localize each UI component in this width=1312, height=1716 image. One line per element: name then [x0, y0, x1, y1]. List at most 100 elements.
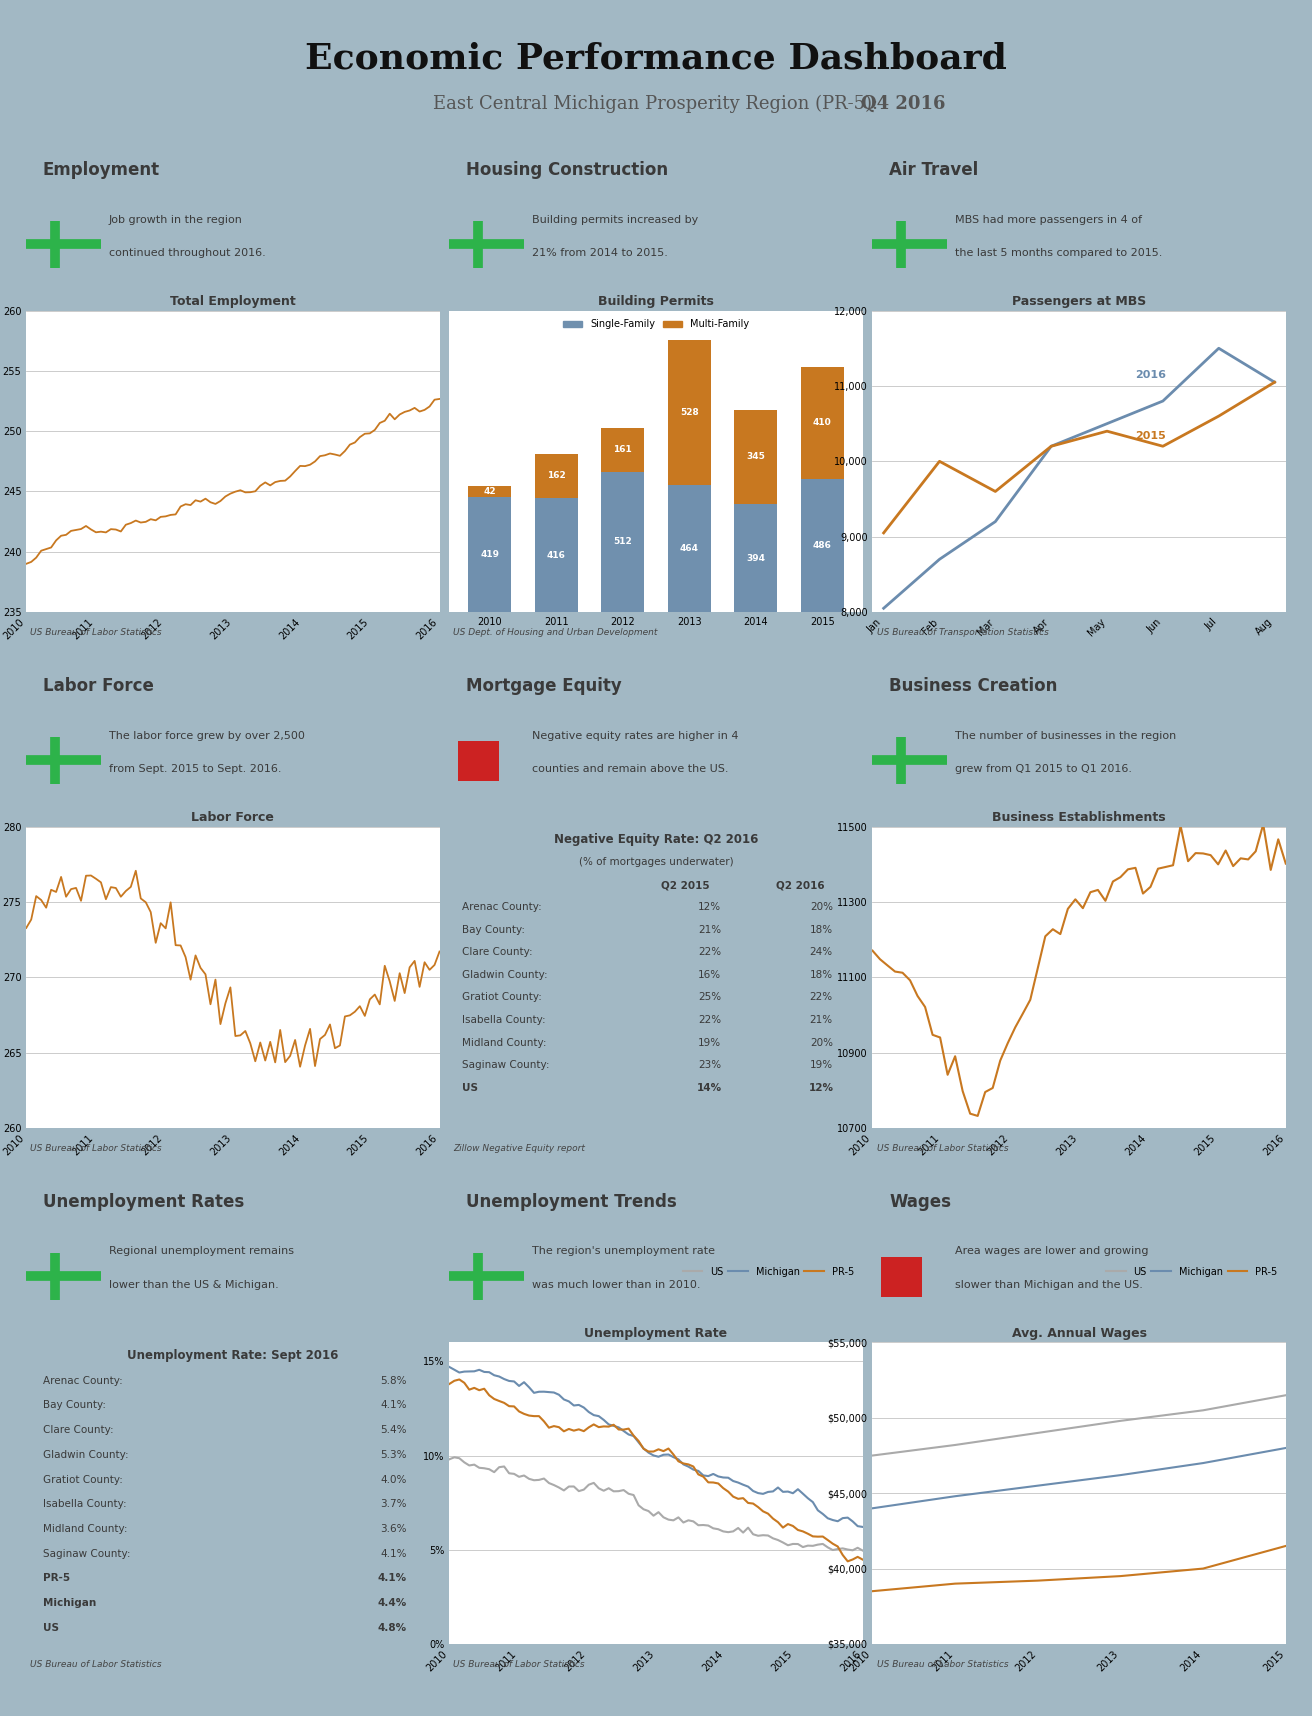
- Bar: [468, 486, 512, 498]
- Title: Avg. Annual Wages: Avg. Annual Wages: [1012, 1326, 1147, 1340]
- Text: Air Travel: Air Travel: [890, 161, 979, 178]
- Text: US Bureau of Labor Statistics: US Bureau of Labor Statistics: [30, 1145, 161, 1153]
- Text: Negative equity rates are higher in 4: Negative equity rates are higher in 4: [533, 731, 739, 741]
- Text: 22%: 22%: [698, 1014, 722, 1024]
- Text: US Bureau of Labor Statistics: US Bureau of Labor Statistics: [454, 1659, 585, 1670]
- Text: the last 5 months compared to 2015.: the last 5 months compared to 2015.: [955, 249, 1162, 257]
- Text: Unemployment Trends: Unemployment Trends: [466, 1193, 677, 1211]
- Text: East Central Michigan Prosperity Region (PR-5):: East Central Michigan Prosperity Region …: [433, 94, 879, 113]
- Bar: [668, 486, 711, 613]
- FancyBboxPatch shape: [880, 1258, 922, 1297]
- Text: 12%: 12%: [698, 903, 722, 911]
- Text: 22%: 22%: [810, 992, 833, 1002]
- Text: 22%: 22%: [698, 947, 722, 958]
- Text: Business Creation: Business Creation: [890, 678, 1057, 695]
- Text: Unemployment Rate: Sept 2016: Unemployment Rate: Sept 2016: [127, 1349, 338, 1361]
- Text: (% of mortgages underwater): (% of mortgages underwater): [579, 856, 733, 867]
- Text: 14%: 14%: [697, 1083, 723, 1093]
- Text: Clare County:: Clare County:: [462, 947, 533, 958]
- Text: Building permits increased by: Building permits increased by: [533, 214, 698, 225]
- Text: Isabella County:: Isabella County:: [462, 1014, 546, 1024]
- Legend: US, Michigan, PR-5: US, Michigan, PR-5: [1102, 1263, 1281, 1280]
- Bar: [735, 410, 777, 505]
- Title: Business Establishments: Business Establishments: [992, 812, 1166, 824]
- Text: Area wages are lower and growing: Area wages are lower and growing: [955, 1246, 1148, 1256]
- Text: 42: 42: [483, 487, 496, 496]
- Bar: [601, 427, 644, 472]
- Text: Gratiot County:: Gratiot County:: [462, 992, 542, 1002]
- Text: 4.1%: 4.1%: [378, 1574, 407, 1584]
- Text: 19%: 19%: [698, 1038, 722, 1047]
- Text: 18%: 18%: [810, 925, 833, 935]
- Text: 21%: 21%: [810, 1014, 833, 1024]
- Text: Clare County:: Clare County:: [43, 1424, 113, 1435]
- Text: 4.0%: 4.0%: [380, 1474, 407, 1484]
- Text: counties and remain above the US.: counties and remain above the US.: [533, 764, 728, 774]
- Text: The labor force grew by over 2,500: The labor force grew by over 2,500: [109, 731, 304, 741]
- Text: Zillow Negative Equity report: Zillow Negative Equity report: [454, 1145, 585, 1153]
- Text: 21% from 2014 to 2015.: 21% from 2014 to 2015.: [533, 249, 668, 257]
- Bar: [800, 479, 844, 613]
- Text: 4.8%: 4.8%: [378, 1623, 407, 1634]
- Text: 18%: 18%: [810, 970, 833, 980]
- Title: Building Permits: Building Permits: [598, 295, 714, 309]
- Text: 5.3%: 5.3%: [380, 1450, 407, 1460]
- Text: 3.6%: 3.6%: [380, 1524, 407, 1534]
- Title: Unemployment Rate: Unemployment Rate: [584, 1326, 728, 1340]
- Bar: [535, 498, 577, 613]
- Text: US: US: [462, 1083, 478, 1093]
- Text: 25%: 25%: [698, 992, 722, 1002]
- Text: 12%: 12%: [808, 1083, 834, 1093]
- Bar: [535, 453, 577, 498]
- Text: The region's unemployment rate: The region's unemployment rate: [533, 1246, 715, 1256]
- Text: US Dept. of Housing and Urban Development: US Dept. of Housing and Urban Developmen…: [454, 628, 657, 637]
- Text: Negative Equity Rate: Q2 2016: Negative Equity Rate: Q2 2016: [554, 832, 758, 846]
- Text: slower than Michigan and the US.: slower than Michigan and the US.: [955, 1280, 1143, 1290]
- Text: The number of businesses in the region: The number of businesses in the region: [955, 731, 1177, 741]
- Text: 3.7%: 3.7%: [380, 1500, 407, 1510]
- Text: Job growth in the region: Job growth in the region: [109, 214, 243, 225]
- Text: 21%: 21%: [698, 925, 722, 935]
- Text: 416: 416: [547, 551, 565, 559]
- Text: 419: 419: [480, 551, 500, 559]
- Text: 23%: 23%: [698, 1060, 722, 1071]
- Bar: [668, 340, 711, 486]
- Text: 486: 486: [813, 541, 832, 549]
- Text: 19%: 19%: [810, 1060, 833, 1071]
- Text: 5.4%: 5.4%: [380, 1424, 407, 1435]
- Text: Employment: Employment: [43, 161, 160, 178]
- Text: Michigan: Michigan: [43, 1598, 96, 1608]
- Text: Q2 2015: Q2 2015: [661, 880, 710, 891]
- Text: grew from Q1 2015 to Q1 2016.: grew from Q1 2015 to Q1 2016.: [955, 764, 1132, 774]
- Text: Saginaw County:: Saginaw County:: [462, 1060, 550, 1071]
- Text: Regional unemployment remains: Regional unemployment remains: [109, 1246, 294, 1256]
- Text: Arenac County:: Arenac County:: [462, 903, 542, 911]
- Title: Passengers at MBS: Passengers at MBS: [1012, 295, 1147, 309]
- Text: 4.1%: 4.1%: [380, 1548, 407, 1558]
- Legend: US, Michigan, PR-5: US, Michigan, PR-5: [680, 1263, 858, 1280]
- Text: 2016: 2016: [1135, 371, 1166, 381]
- Text: Midland County:: Midland County:: [43, 1524, 127, 1534]
- Text: US: US: [43, 1623, 59, 1634]
- Text: Economic Performance Dashboard: Economic Performance Dashboard: [306, 41, 1006, 76]
- Text: from Sept. 2015 to Sept. 2016.: from Sept. 2015 to Sept. 2016.: [109, 764, 281, 774]
- Text: Unemployment Rates: Unemployment Rates: [43, 1193, 244, 1211]
- Text: 162: 162: [547, 472, 565, 480]
- Text: US Bureau of Labor Statistics: US Bureau of Labor Statistics: [30, 628, 161, 637]
- Text: Gladwin County:: Gladwin County:: [43, 1450, 129, 1460]
- Text: 4.4%: 4.4%: [378, 1598, 407, 1608]
- Text: lower than the US & Michigan.: lower than the US & Michigan.: [109, 1280, 278, 1290]
- Text: Mortgage Equity: Mortgage Equity: [466, 678, 622, 695]
- Title: Total Employment: Total Employment: [171, 295, 295, 309]
- Text: 4.1%: 4.1%: [380, 1400, 407, 1411]
- Text: 16%: 16%: [698, 970, 722, 980]
- Bar: [735, 505, 777, 613]
- Text: 24%: 24%: [810, 947, 833, 958]
- Text: 2015: 2015: [1135, 431, 1166, 441]
- Bar: [601, 472, 644, 613]
- Text: Gladwin County:: Gladwin County:: [462, 970, 547, 980]
- Text: US Bureau of Labor Statistics: US Bureau of Labor Statistics: [876, 1659, 1008, 1670]
- Text: Gratiot County:: Gratiot County:: [43, 1474, 122, 1484]
- Text: US Bureau of Labor Statistics: US Bureau of Labor Statistics: [876, 1145, 1008, 1153]
- Text: 464: 464: [680, 544, 699, 553]
